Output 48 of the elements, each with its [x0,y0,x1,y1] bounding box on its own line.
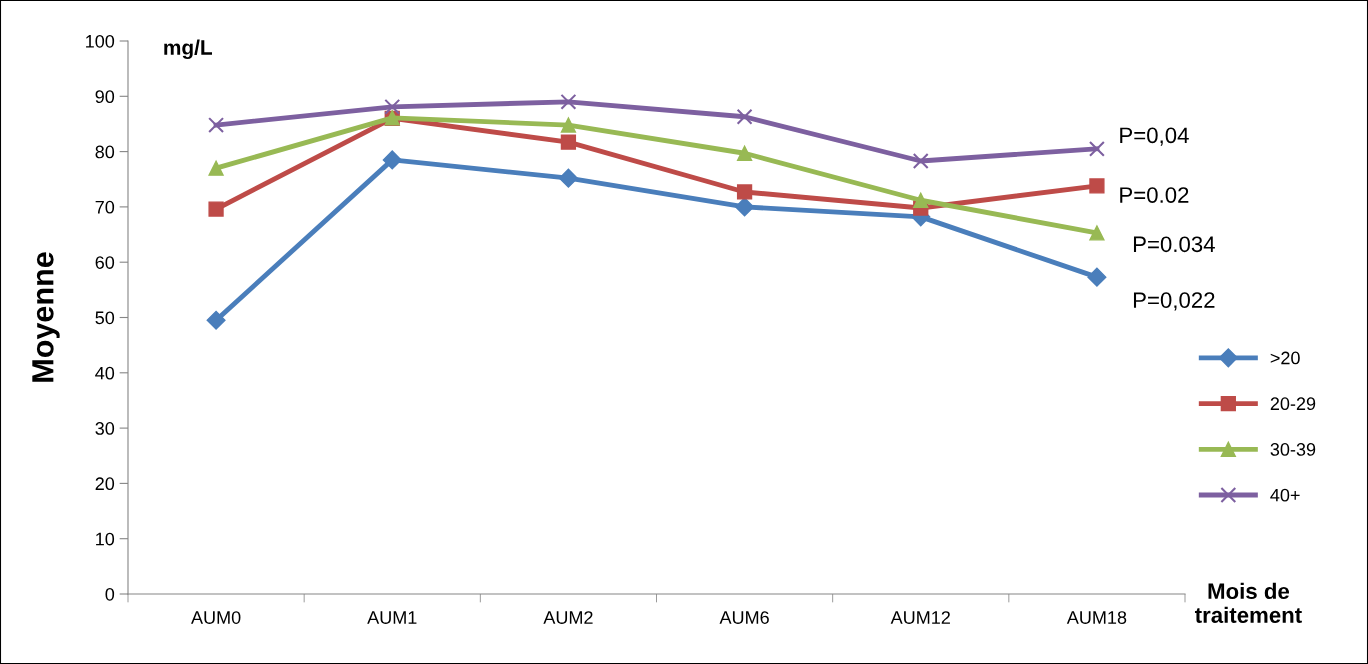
point [560,117,577,133]
point [560,134,577,150]
point [206,310,226,330]
point [208,117,225,134]
point [1087,267,1107,287]
annotation: P=0,04 [1120,127,1189,146]
y-tick-label: 10 [96,532,115,546]
y-tick-label: 50 [95,311,115,325]
x-tick-label: AUM0 [191,611,241,624]
point [382,150,402,170]
y-tick-label: 100 [86,34,115,48]
x-tick-label: AUM2 [543,611,593,624]
y-tick-label: 30 [95,422,115,435]
x-tick-label: AUM6 [719,611,769,624]
x-tick-label: AUM1 [367,611,417,624]
y-tick-label: 20 [95,477,115,491]
x-tick-label: AUM12 [890,611,950,624]
point [735,197,755,217]
point [912,153,929,169]
legend-label: 40+ [1270,488,1300,502]
point [736,108,753,125]
x-tick-label: AUM18 [1066,611,1127,624]
point [736,145,753,161]
y-axis-title: Moyenne [32,252,60,382]
point [208,160,224,176]
point [560,93,577,110]
point [1088,140,1105,157]
annotation: mg/L [164,39,213,60]
legend-label: >20 [1270,351,1300,365]
point [208,201,224,217]
point [558,168,578,188]
y-tick-label: 40 [95,366,115,380]
point [1089,225,1105,241]
point [384,98,401,115]
y-tick-label: 90 [95,90,115,104]
point [736,184,753,200]
annotation: P=0.02 [1120,187,1189,203]
legend-label: 30-39 [1270,443,1316,456]
point [1089,178,1105,194]
x-axis-title: Mois de traitement [1194,582,1302,623]
point [913,192,929,208]
y-tick-label: 80 [95,145,115,159]
y-tick-label: 0 [105,587,115,601]
y-tick-label: 60 [95,256,115,269]
y-tick-label: 70 [95,200,115,214]
annotation: P=0.034 [1133,236,1215,253]
legend-label: 20-29 [1270,397,1316,411]
annotation: P=0,022 [1133,292,1215,311]
